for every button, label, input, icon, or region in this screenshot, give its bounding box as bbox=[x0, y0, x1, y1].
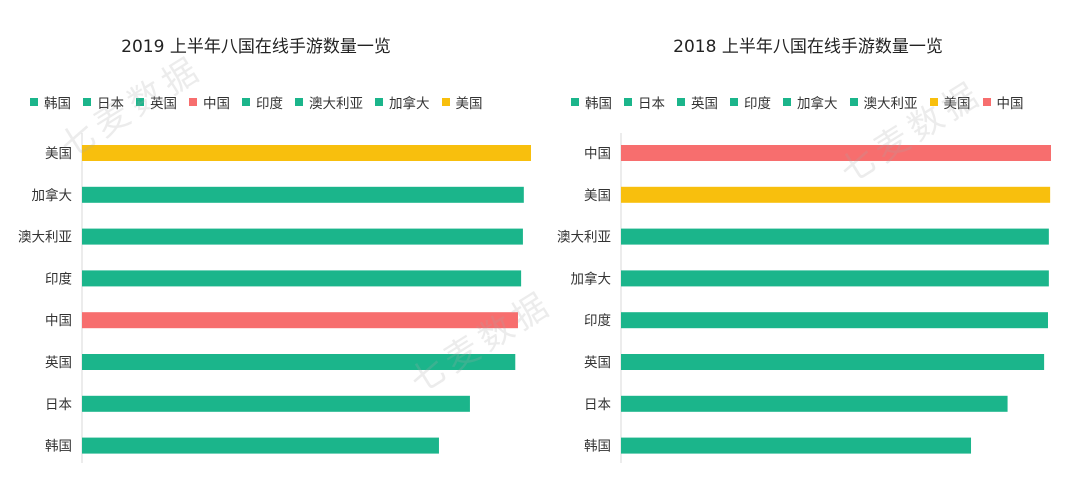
bar bbox=[621, 228, 1049, 245]
legend-label: 中国 bbox=[203, 96, 230, 112]
legend-swatch bbox=[83, 98, 91, 106]
legend-swatch bbox=[624, 98, 632, 106]
legend-item: 日本 bbox=[83, 92, 124, 112]
legend-label: 英国 bbox=[691, 96, 718, 112]
category-label: 中国 bbox=[584, 146, 611, 162]
legend-item: 加拿大 bbox=[375, 92, 430, 112]
legend-label: 美国 bbox=[943, 96, 971, 112]
legend-item: 澳大利亚 bbox=[849, 92, 918, 112]
legend-item: 英国 bbox=[677, 92, 718, 112]
bar bbox=[82, 145, 531, 161]
bar bbox=[621, 186, 1051, 203]
legend-label: 美国 bbox=[455, 96, 483, 112]
bar bbox=[82, 437, 439, 454]
legend-item: 印度 bbox=[730, 92, 771, 112]
legend-swatch bbox=[571, 98, 579, 106]
legend-swatch bbox=[295, 98, 303, 106]
bar bbox=[621, 270, 1049, 287]
category-label: 加拿大 bbox=[32, 187, 73, 204]
legend-swatch bbox=[242, 98, 250, 106]
chart-2018: 2018 上半年八国在线手游数量一览 韩国 日本 英国 印度 加拿大 澳大利亚 美国 中国 中… bbox=[540, 0, 1080, 477]
category-label: 日本 bbox=[584, 397, 612, 413]
legend-item: 英国 bbox=[136, 92, 177, 112]
bar bbox=[82, 186, 524, 203]
bar bbox=[621, 354, 1045, 370]
chart-legend: 韩国 日本 英国 印度 加拿大 澳大利亚 美国 中国 bbox=[571, 92, 1036, 112]
legend-item: 加拿大 bbox=[783, 92, 838, 112]
legend-label: 印度 bbox=[256, 96, 283, 112]
legend-swatch bbox=[189, 98, 197, 106]
legend-label: 澳大利亚 bbox=[863, 96, 918, 112]
bar bbox=[621, 312, 1048, 329]
legend-swatch bbox=[375, 98, 383, 106]
legend-label: 日本 bbox=[638, 96, 665, 112]
legend-swatch bbox=[136, 98, 144, 106]
legend-item: 美国 bbox=[441, 92, 483, 112]
category-label: 英国 bbox=[584, 354, 611, 371]
category-label: 印度 bbox=[584, 313, 611, 329]
category-label: 美国 bbox=[45, 146, 72, 162]
category-label: 英国 bbox=[45, 354, 72, 371]
chart-title: 2019 上半年八国在线手游数量一览 bbox=[121, 37, 391, 57]
bar bbox=[82, 395, 470, 412]
legend-swatch bbox=[30, 98, 38, 106]
legend-label: 英国 bbox=[150, 96, 177, 112]
bar bbox=[621, 395, 1008, 412]
category-label: 澳大利亚 bbox=[18, 230, 72, 246]
legend-item: 澳大利亚 bbox=[295, 92, 363, 112]
legend-label: 加拿大 bbox=[389, 96, 430, 112]
legend-swatch bbox=[982, 98, 991, 106]
bar bbox=[82, 270, 522, 287]
legend-swatch bbox=[441, 98, 450, 106]
category-label: 中国 bbox=[45, 313, 72, 329]
category-label: 日本 bbox=[45, 397, 72, 413]
legend-item: 印度 bbox=[242, 92, 283, 112]
legend-label: 澳大利亚 bbox=[309, 96, 363, 112]
legend-item: 美国 bbox=[929, 92, 971, 112]
chart-legend: 韩国 日本 英国 中国 印度 澳大利亚 加拿大 美国 bbox=[30, 92, 495, 112]
legend-label: 韩国 bbox=[585, 96, 612, 112]
bar bbox=[621, 145, 1051, 161]
category-label: 韩国 bbox=[45, 439, 72, 455]
category-label: 澳大利亚 bbox=[557, 230, 611, 246]
legend-item: 韩国 bbox=[571, 92, 612, 112]
category-label: 印度 bbox=[45, 271, 72, 287]
legend-swatch bbox=[929, 98, 938, 106]
legend-item: 中国 bbox=[982, 92, 1024, 112]
legend-item: 韩国 bbox=[30, 92, 71, 112]
legend-item: 日本 bbox=[624, 92, 665, 112]
bar bbox=[82, 354, 516, 370]
category-label: 韩国 bbox=[584, 439, 611, 455]
legend-swatch bbox=[730, 98, 738, 106]
legend-swatch bbox=[849, 98, 858, 106]
chart-title: 2018 上半年八国在线手游数量一览 bbox=[673, 37, 943, 57]
bar bbox=[82, 228, 523, 245]
bar bbox=[621, 437, 972, 454]
legend-label: 日本 bbox=[97, 96, 124, 112]
category-label: 美国 bbox=[584, 188, 611, 204]
legend-label: 印度 bbox=[744, 96, 771, 112]
chart-2019: 2019 上半年八国在线手游数量一览 韩国 日本 英国 中国 印度 澳大利亚 加拿大 美国 美… bbox=[18, 37, 560, 463]
legend-label: 中国 bbox=[996, 96, 1024, 112]
legend-swatch bbox=[783, 98, 791, 106]
legend-item: 中国 bbox=[189, 92, 230, 112]
legend-label: 韩国 bbox=[44, 96, 71, 112]
category-label: 加拿大 bbox=[571, 270, 612, 287]
legend-label: 加拿大 bbox=[797, 96, 838, 112]
bar bbox=[82, 312, 518, 329]
legend-swatch bbox=[677, 98, 685, 106]
